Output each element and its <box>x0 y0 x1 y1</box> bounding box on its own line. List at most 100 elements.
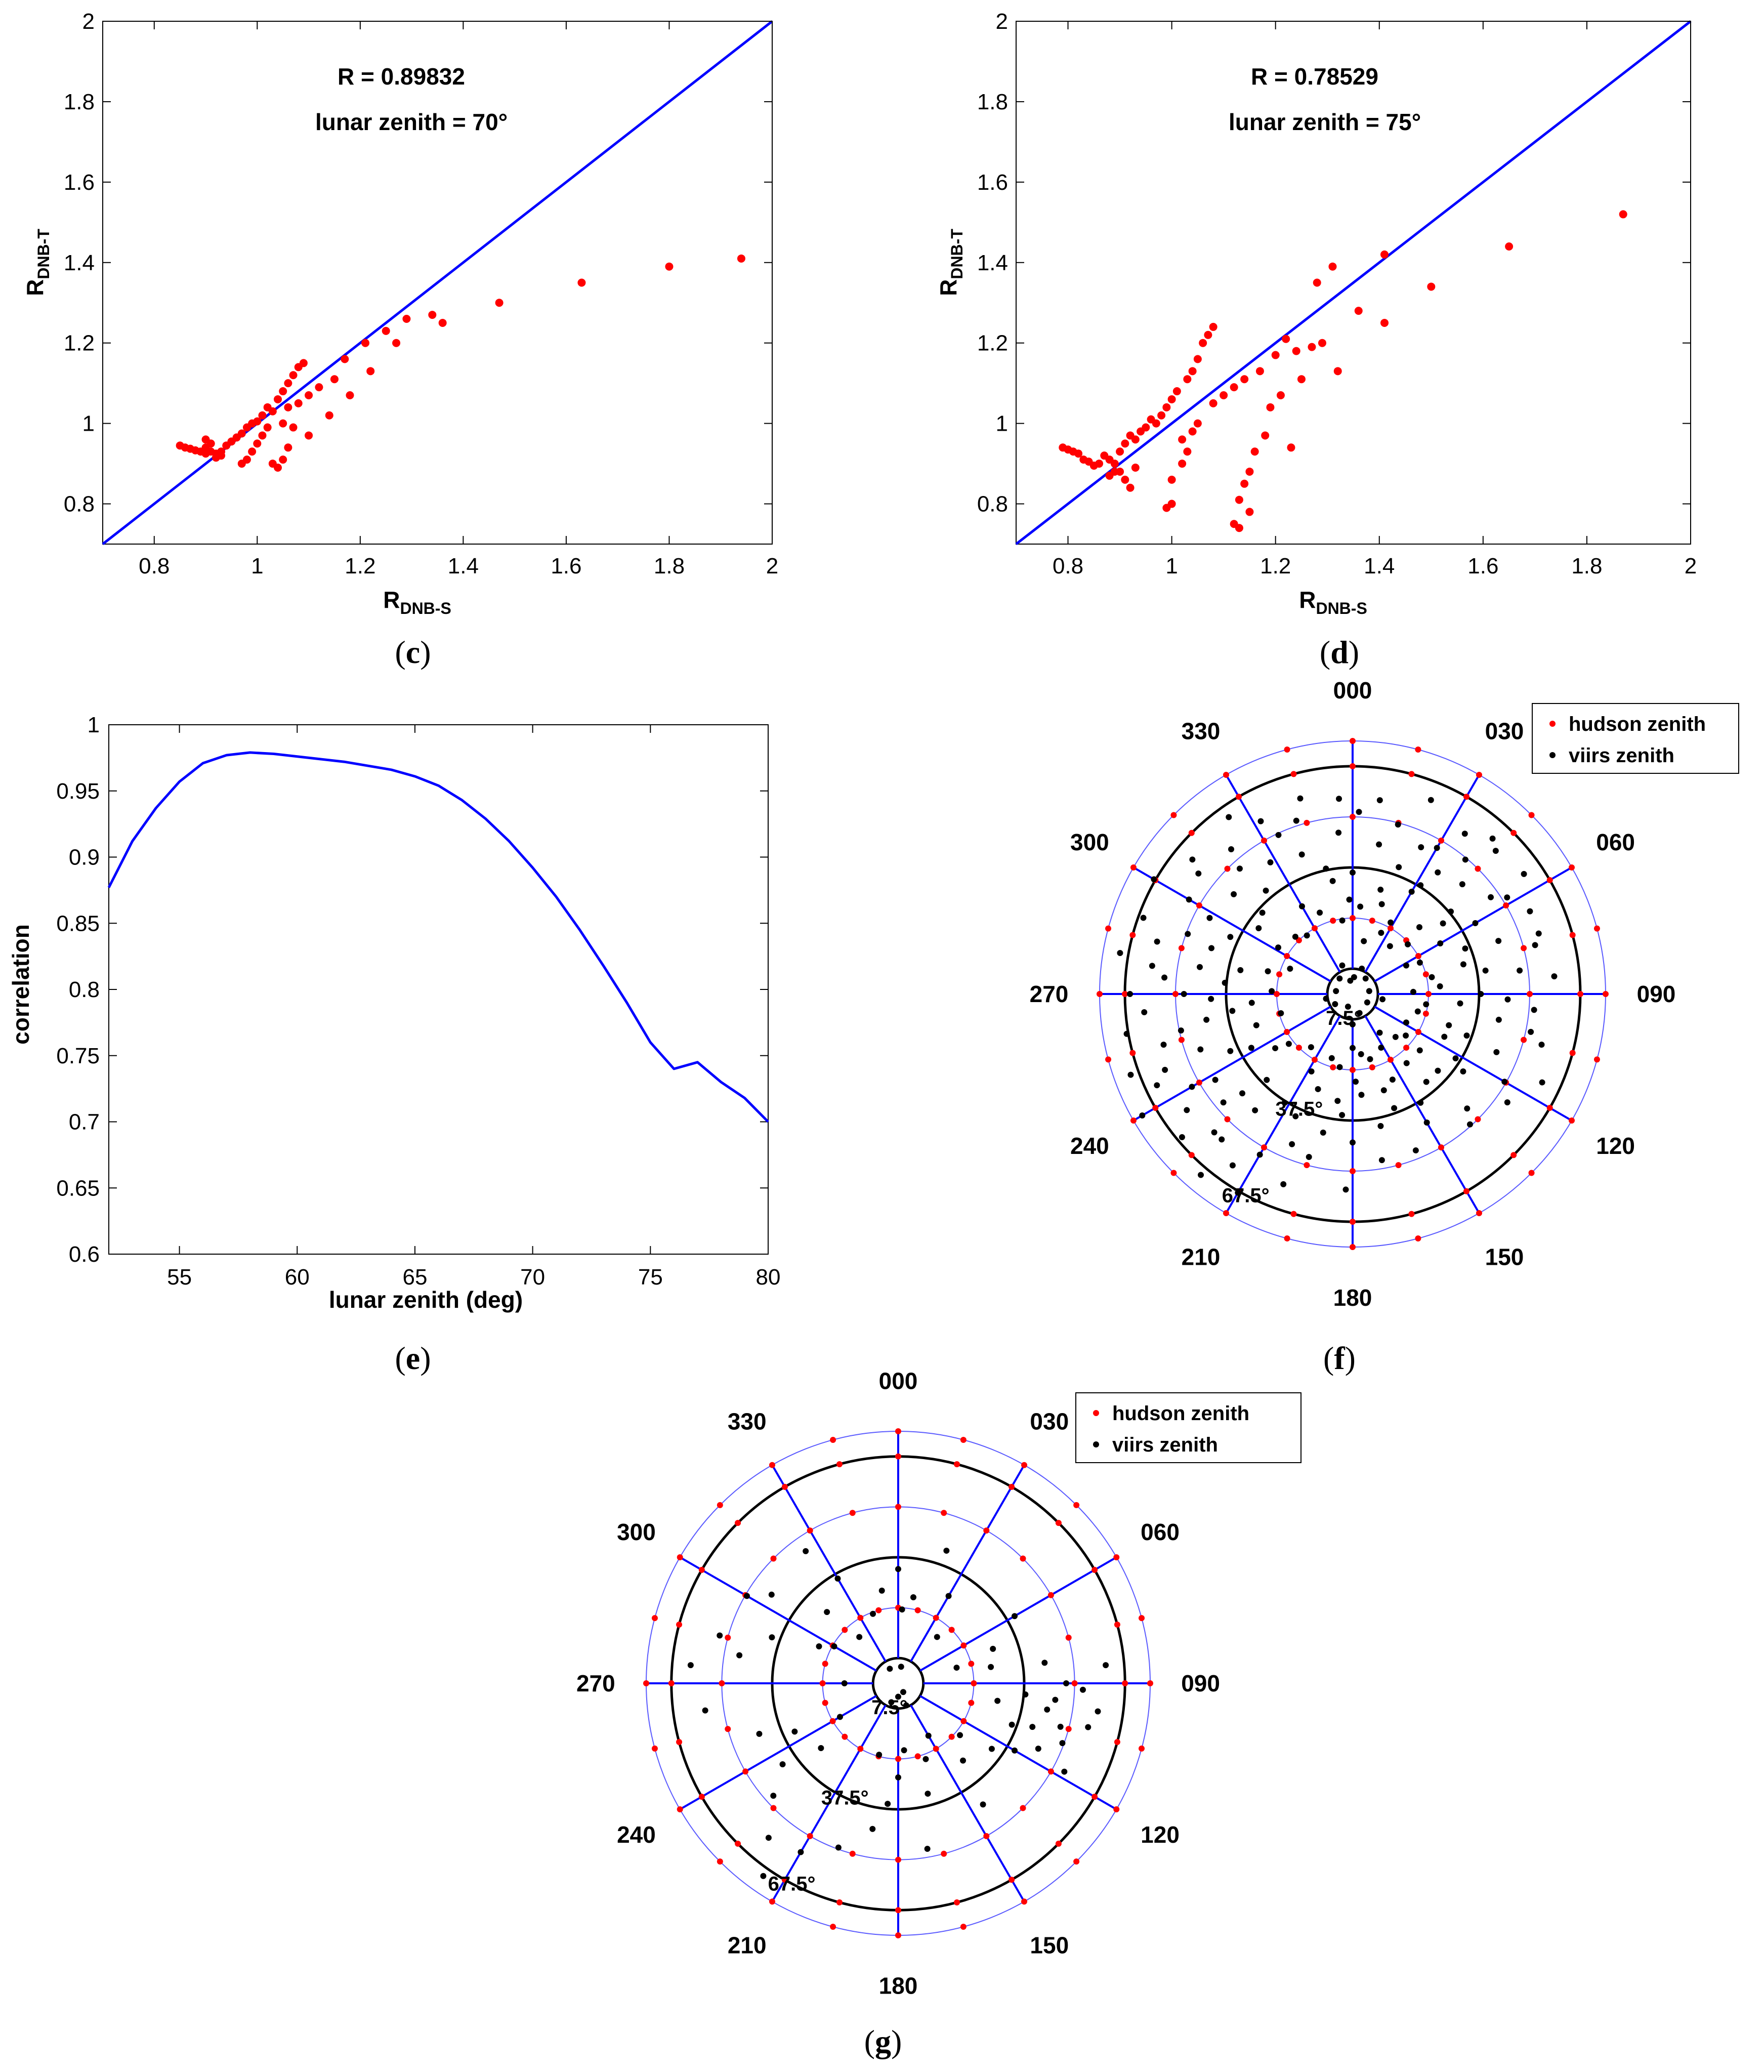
viirs-point <box>1219 1136 1225 1143</box>
viirs-point <box>1328 1055 1335 1061</box>
data-point <box>1172 387 1181 396</box>
viirs-point <box>1160 1042 1167 1048</box>
zenith-ring-label: 37.5° <box>821 1787 869 1809</box>
viirs-point <box>1358 1051 1364 1057</box>
hudson-point <box>948 1733 955 1740</box>
data-point <box>1209 399 1217 407</box>
viirs-point <box>1154 938 1160 945</box>
data-point <box>1116 447 1124 456</box>
viirs-point <box>1359 965 1365 972</box>
viirs-point <box>1408 888 1415 895</box>
hudson-point <box>1415 953 1421 959</box>
data-point <box>1240 375 1249 384</box>
viirs-point <box>1235 1189 1241 1196</box>
legend-marker <box>1549 752 1556 758</box>
hudson-point <box>1129 1050 1136 1056</box>
data-point <box>279 387 287 396</box>
hudson-point <box>1312 1056 1318 1063</box>
hudson-point <box>948 1627 955 1633</box>
viirs-point <box>1404 941 1411 947</box>
data-point <box>1193 355 1202 363</box>
hudson-point <box>914 1753 921 1760</box>
viirs-point <box>903 1702 909 1709</box>
viirs-point <box>876 1752 883 1758</box>
viirs-point <box>1095 1708 1101 1715</box>
data-point <box>1204 330 1212 339</box>
legend-label: hudson zenith <box>1112 1402 1249 1425</box>
hudson-point <box>1172 991 1179 997</box>
hudson-point <box>1224 1116 1231 1123</box>
viirs-point <box>1292 1113 1299 1120</box>
viirs-point <box>1535 930 1542 937</box>
viirs-point <box>1364 999 1370 1006</box>
x-axis-label: RDNB-S <box>1299 587 1367 617</box>
y-tick-label: 1.4 <box>977 251 1008 275</box>
viirs-point <box>1308 1044 1314 1051</box>
hudson-point <box>1438 1144 1444 1151</box>
data-point <box>1505 242 1514 251</box>
viirs-point <box>834 1575 841 1582</box>
viirs-point <box>1380 1087 1387 1094</box>
hudson-point <box>807 1527 813 1534</box>
viirs-point <box>1357 903 1364 910</box>
hudson-point <box>1350 1067 1356 1073</box>
viirs-point <box>1361 938 1367 944</box>
hudson-point <box>735 1520 741 1526</box>
data-point <box>1167 475 1176 484</box>
hudson-point <box>1021 1898 1027 1905</box>
y-tick-label: 0.75 <box>56 1044 100 1068</box>
hudson-point <box>1091 1566 1098 1573</box>
viirs-point <box>1236 865 1243 872</box>
viirs-point <box>1123 1030 1130 1037</box>
hudson-point <box>1284 1235 1290 1241</box>
viirs-point <box>1427 797 1434 803</box>
viirs-point <box>1492 848 1499 854</box>
hudson-point <box>1261 1144 1267 1151</box>
y-tick-label: 0.7 <box>69 1110 100 1135</box>
hudson-point <box>1290 771 1297 777</box>
viirs-point <box>1257 818 1264 824</box>
viirs-point <box>1551 973 1558 980</box>
hudson-point <box>1152 1105 1159 1111</box>
hudson-point <box>983 1527 990 1534</box>
data-point <box>1292 347 1300 355</box>
azimuth-label: 330 <box>728 1408 767 1434</box>
viirs-point <box>1178 1027 1184 1034</box>
hudson-point <box>1463 1188 1469 1194</box>
data-point <box>1333 367 1342 376</box>
viirs-point <box>1346 896 1353 903</box>
hudson-point <box>1047 1592 1054 1598</box>
viirs-point <box>1460 961 1466 968</box>
data-point <box>1271 351 1280 359</box>
viirs-point <box>816 1643 822 1650</box>
viirs-point <box>836 1714 843 1720</box>
viirs-point <box>1448 908 1454 915</box>
data-point <box>1188 427 1197 436</box>
azimuth-spoke <box>919 1695 1117 1810</box>
viirs-point <box>1395 821 1401 828</box>
hudson-point <box>1147 1680 1153 1686</box>
data-point <box>1282 335 1290 343</box>
data-point <box>284 403 292 411</box>
viirs-point <box>1376 797 1383 804</box>
hudson-point <box>819 1680 826 1686</box>
viirs-point <box>1339 917 1346 924</box>
legend-marker <box>1093 1441 1099 1447</box>
viirs-point <box>1103 1662 1109 1669</box>
series-line-correlation <box>107 751 769 1123</box>
hudson-point <box>1071 1680 1078 1686</box>
hudson-point <box>968 1661 975 1667</box>
viirs-point <box>1293 817 1299 824</box>
viirs-point <box>1532 942 1538 948</box>
y-tick-label: 2 <box>82 9 95 34</box>
data-point <box>274 395 282 403</box>
viirs-point <box>1212 1076 1219 1083</box>
hudson-point <box>1114 1739 1120 1746</box>
viirs-point <box>1259 909 1266 916</box>
hudson-point <box>677 1806 683 1812</box>
viirs-point <box>1531 1007 1537 1013</box>
viirs-point <box>1237 967 1244 973</box>
data-point <box>1308 343 1316 351</box>
viirs-point <box>1127 1071 1134 1078</box>
hudson-point <box>1415 747 1421 753</box>
